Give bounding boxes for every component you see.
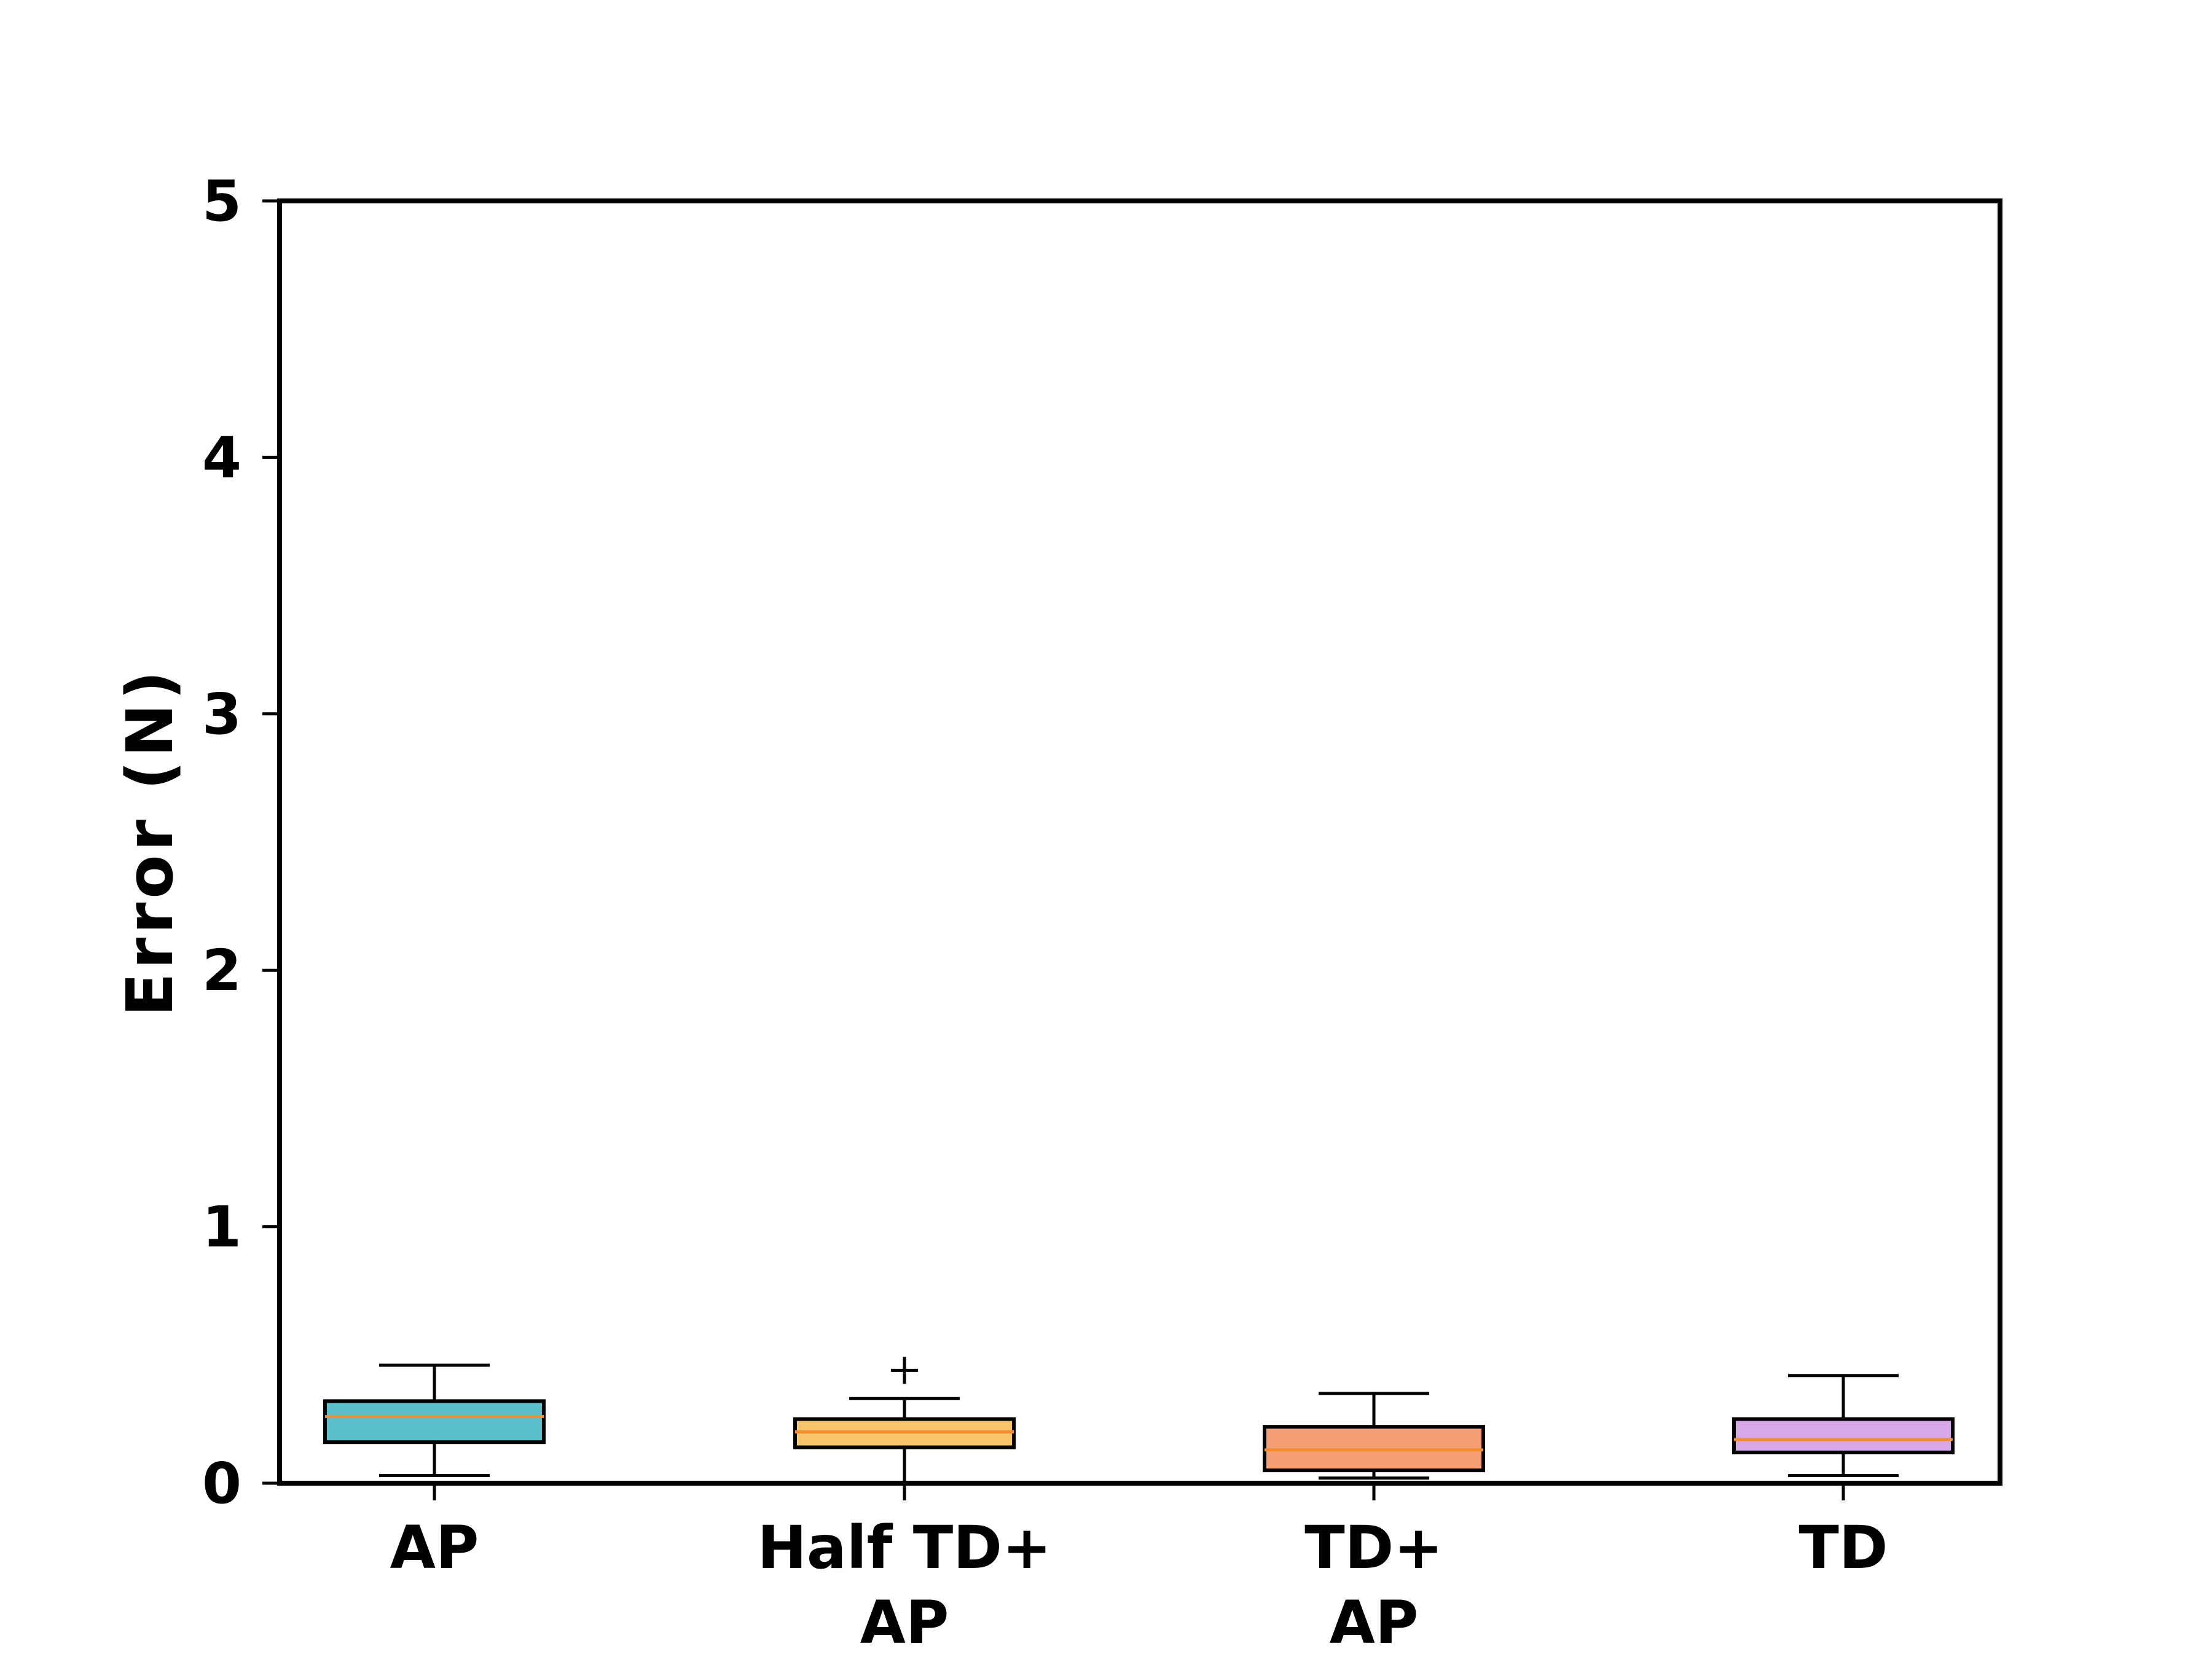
- y-tick-label: 5: [202, 168, 241, 234]
- box-4: [1732, 1374, 1955, 1477]
- x-tick-label: AP: [390, 1513, 479, 1582]
- x-tick-label: AP: [1330, 1588, 1419, 1657]
- box-body: [1732, 1417, 1955, 1454]
- y-tick-label: 3: [202, 681, 241, 747]
- plot-frame: [277, 198, 2002, 1486]
- box-body: [323, 1399, 546, 1444]
- y-tick-label: 2: [202, 938, 241, 1003]
- y-tick-label: 0: [202, 1451, 241, 1516]
- box-3: [1263, 1392, 1485, 1480]
- y-tick-label: 4: [202, 425, 241, 490]
- box-2: [793, 1357, 1016, 1485]
- y-tick-label: 1: [202, 1194, 241, 1260]
- x-tick-label: TD: [1798, 1513, 1888, 1582]
- y-axis-label: Error (N): [112, 667, 187, 1017]
- x-tick-label: Half TD+: [758, 1513, 1052, 1582]
- x-tick-label: AP: [860, 1588, 949, 1657]
- y-axis: 0 1 2 3 4 5: [202, 168, 280, 1516]
- x-tick-label: TD+: [1304, 1513, 1443, 1582]
- boxes: [323, 1357, 1955, 1485]
- box-1: [323, 1363, 546, 1477]
